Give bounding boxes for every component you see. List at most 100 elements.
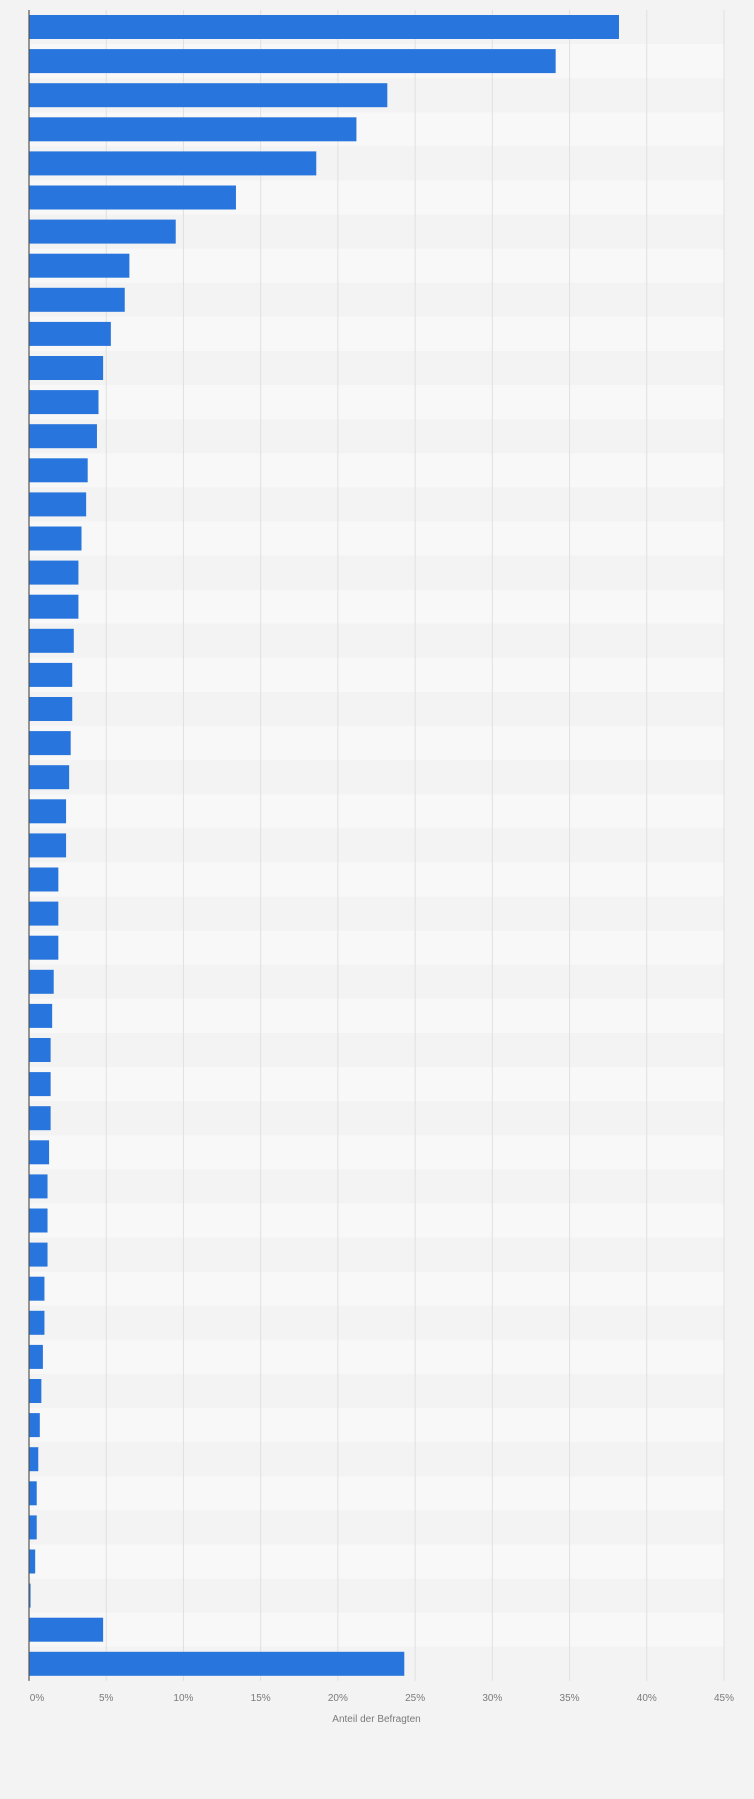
bar	[29, 765, 70, 790]
x-tick-label: 45%	[714, 1693, 734, 1704]
row-band	[29, 521, 724, 556]
row-band	[29, 316, 724, 351]
bar	[29, 1276, 45, 1301]
row-band	[29, 1408, 724, 1443]
row-band	[29, 760, 724, 795]
bar	[29, 526, 82, 551]
bar	[29, 1549, 36, 1574]
row-band	[29, 1442, 724, 1477]
bar	[29, 1038, 51, 1062]
bar	[29, 1447, 39, 1472]
row-band	[29, 282, 724, 317]
bars	[29, 15, 619, 1676]
row-band	[29, 1135, 724, 1170]
bar	[29, 1379, 42, 1403]
row-band	[29, 1203, 724, 1238]
x-tick-label: 20%	[328, 1693, 348, 1704]
bar	[29, 560, 79, 585]
bar	[29, 1072, 51, 1097]
bar	[29, 49, 556, 74]
x-tick-label: 10%	[173, 1693, 193, 1704]
bar	[29, 1413, 40, 1438]
bar	[29, 83, 388, 108]
row-band	[29, 1339, 724, 1374]
bar	[29, 1651, 405, 1676]
row-band	[29, 623, 724, 658]
row-band	[29, 487, 724, 522]
row-band	[29, 351, 724, 386]
x-tick-label: 0%	[30, 1693, 45, 1704]
bar	[29, 1481, 37, 1506]
row-band	[29, 1271, 724, 1306]
row-bands	[29, 10, 724, 1681]
row-band	[29, 1510, 724, 1545]
bar	[29, 731, 71, 756]
row-band	[29, 1544, 724, 1579]
bar	[29, 151, 317, 176]
x-axis-ticks: 0% 5% 10% 15% 20% 25% 30% 35% 40% 45%	[30, 1693, 734, 1704]
bar	[29, 117, 357, 142]
bar	[29, 833, 67, 858]
bar	[29, 969, 54, 994]
row-band	[29, 1305, 724, 1340]
bar	[29, 492, 87, 517]
bar	[29, 15, 619, 39]
row-band	[29, 248, 724, 283]
row-band	[29, 453, 724, 488]
x-tick-label: 25%	[405, 1693, 425, 1704]
row-band	[29, 1169, 724, 1204]
bar	[29, 1344, 43, 1369]
row-band	[29, 998, 724, 1033]
bar	[29, 253, 130, 278]
row-band	[29, 657, 724, 692]
row-band	[29, 1476, 724, 1511]
x-tick-label: 30%	[482, 1693, 502, 1704]
gridlines	[105, 10, 725, 1681]
bar	[29, 1583, 31, 1608]
row-band	[29, 692, 724, 727]
bar	[29, 356, 104, 380]
row-band	[29, 726, 724, 761]
bar	[29, 594, 79, 619]
bar	[29, 287, 125, 312]
bar	[29, 1003, 53, 1028]
bar	[29, 697, 73, 721]
bar	[29, 458, 88, 483]
row-band	[29, 964, 724, 999]
bar	[29, 1208, 48, 1233]
x-tick-label: 35%	[560, 1693, 580, 1704]
x-axis-label: Anteil der Befragten	[332, 1714, 420, 1725]
row-band	[29, 862, 724, 897]
bar	[29, 867, 59, 892]
row-band	[29, 828, 724, 863]
row-band	[29, 555, 724, 590]
row-band	[29, 1033, 724, 1068]
row-band	[29, 1612, 724, 1647]
x-tick-label: 5%	[99, 1693, 114, 1704]
row-band	[29, 896, 724, 931]
row-band	[29, 419, 724, 454]
row-band	[29, 1374, 724, 1409]
row-band	[29, 794, 724, 829]
row-band	[29, 589, 724, 624]
bar	[29, 1310, 45, 1335]
bar	[29, 1617, 104, 1642]
row-band	[29, 1578, 724, 1613]
bar	[29, 185, 236, 210]
row-band	[29, 1067, 724, 1102]
row-band	[29, 385, 724, 420]
x-tick-label: 40%	[637, 1693, 657, 1704]
bar	[29, 424, 97, 449]
bar	[29, 799, 67, 824]
bar	[29, 1174, 48, 1199]
row-band	[29, 1237, 724, 1272]
bar	[29, 1515, 37, 1540]
bar	[29, 1242, 48, 1267]
bar	[29, 390, 99, 415]
bar	[29, 219, 176, 244]
row-band	[29, 1101, 724, 1136]
bar	[29, 935, 59, 960]
bar	[29, 1106, 51, 1131]
row-band	[29, 930, 724, 965]
